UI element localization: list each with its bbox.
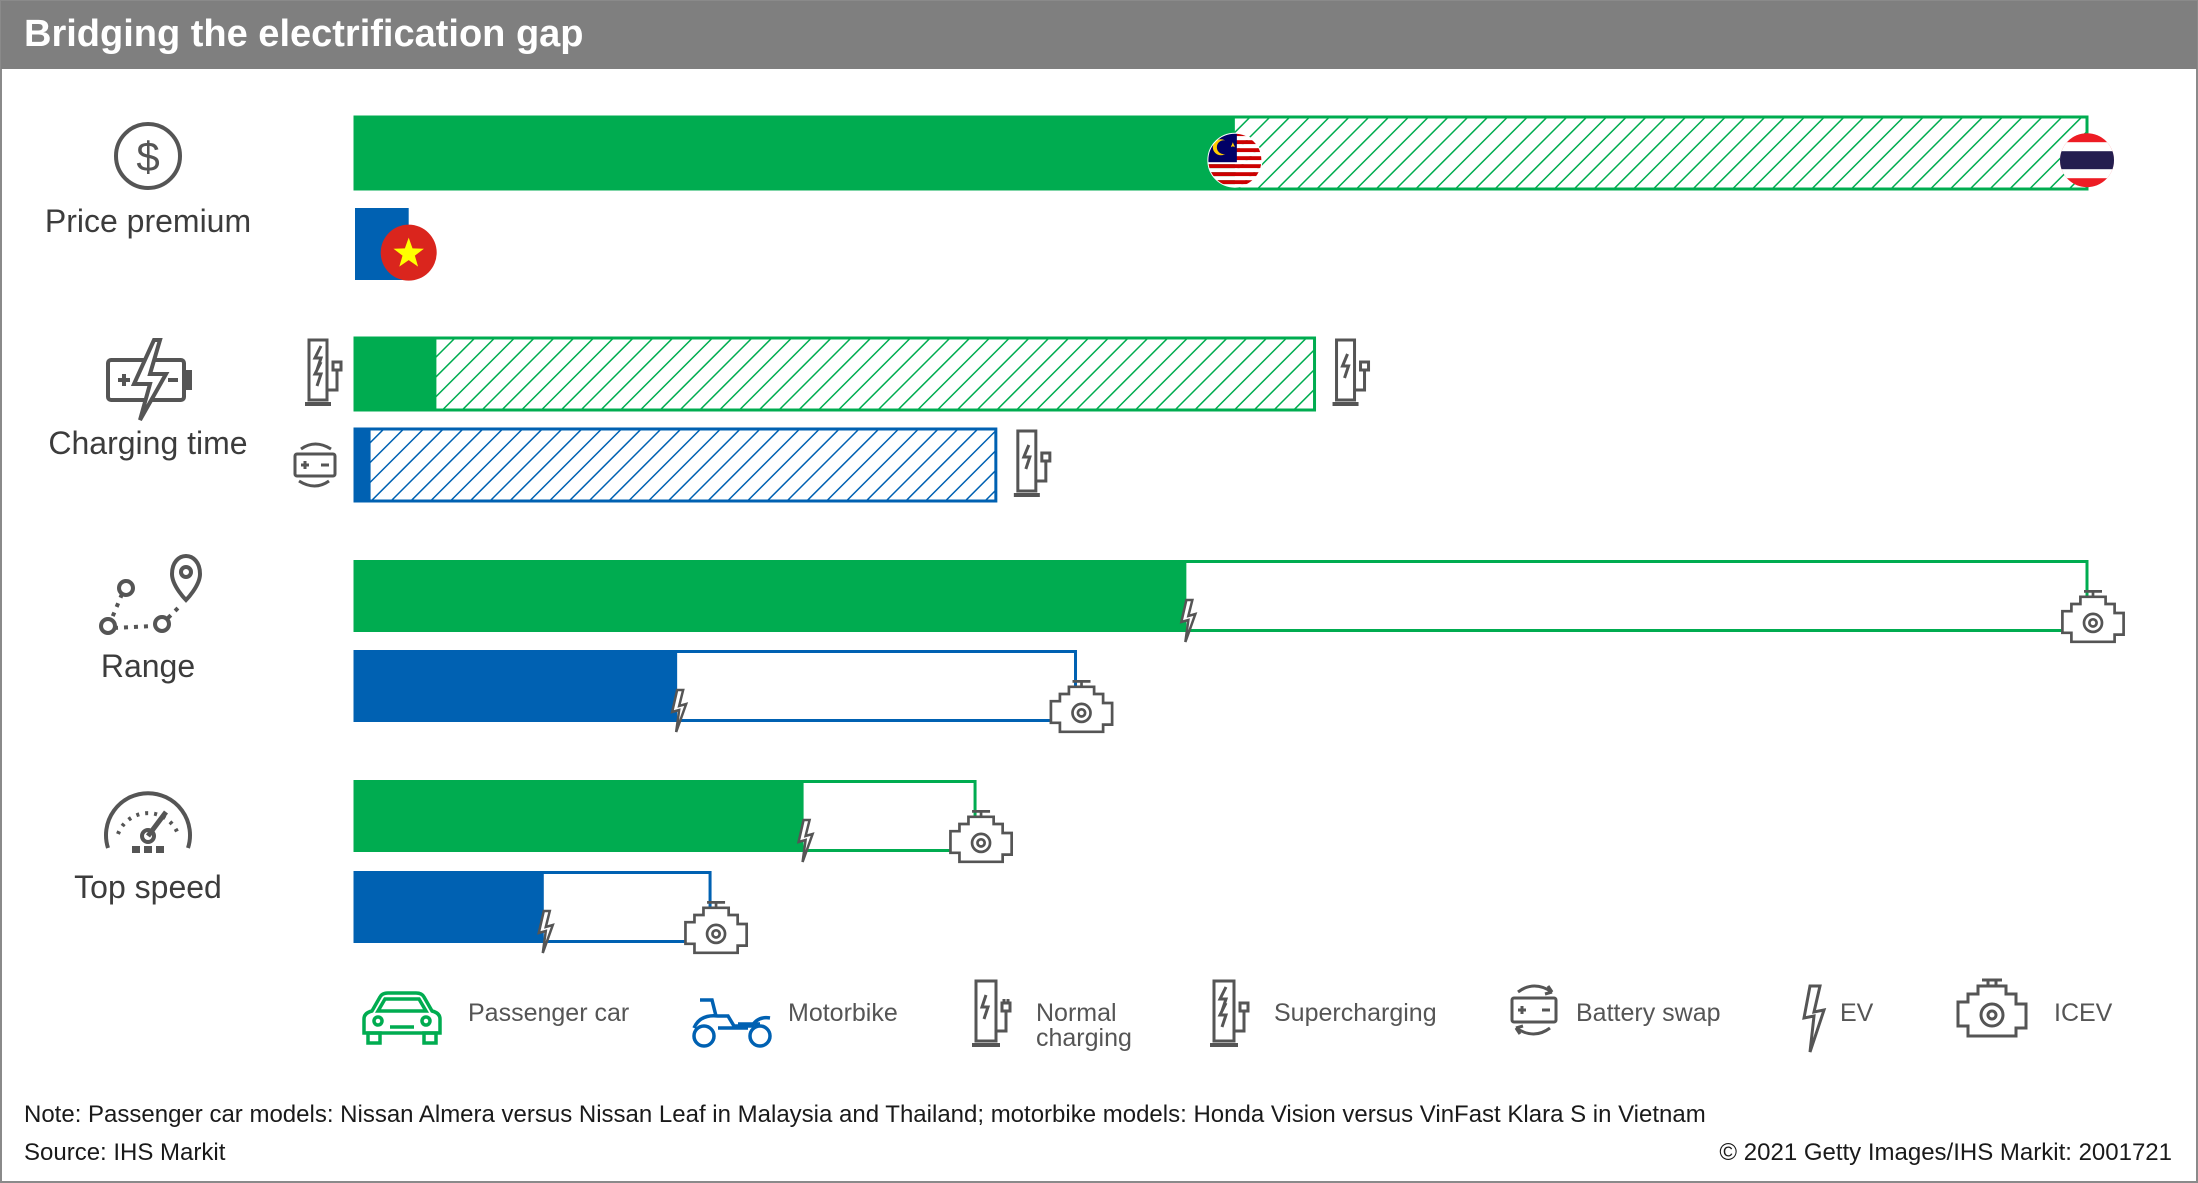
marker-top-speed-motorbike-lightning-icon	[537, 909, 555, 954]
engine-icon	[1956, 978, 2028, 1038]
bar-range-passenger-car-ev	[355, 560, 1187, 632]
row-label-range: Range	[101, 648, 195, 684]
legend-label-normal: Normal	[1036, 999, 1117, 1027]
bar-top-speed-passenger-car-ev	[355, 780, 804, 852]
bar-range-motorbike-ev	[355, 650, 678, 722]
normal-charger-icon	[972, 979, 1012, 1047]
legend-label-icev: ICEV	[2054, 999, 2113, 1027]
legend-label-motorbike: Motorbike	[788, 999, 898, 1027]
marker-range-motorbike-lightning-icon	[670, 688, 689, 733]
marker-charging-time-motorbike-normal-charger-icon	[1013, 429, 1052, 497]
marker-range-motorbike-engine-icon	[1049, 680, 1114, 734]
legend: Passenger car Motorbike Normal	[362, 978, 2113, 1053]
marker-charging-time-motorbike-battery-swap-icon	[293, 442, 337, 488]
legend-item-supercharging: Supercharging	[1210, 979, 1437, 1047]
legend-item-passenger-car: Passenger car	[362, 991, 629, 1045]
chart-title: Bridging the electrification gap	[24, 13, 584, 55]
dollar-icon: $	[114, 122, 182, 190]
vietnam-flag-icon	[380, 224, 437, 281]
legend-item-icev: ICEV	[1956, 978, 2113, 1038]
supercharger-icon	[1210, 979, 1250, 1047]
motorbike-icon	[692, 998, 772, 1048]
car-icon	[362, 991, 442, 1045]
bar-charging-time-motorbike-solid	[355, 429, 371, 501]
row-label-price: Price premium	[45, 203, 251, 239]
legend-label-charging: charging	[1036, 1024, 1132, 1052]
note-text: Note: Passenger car models: Nissan Almer…	[24, 1101, 1706, 1128]
legend-item-battery-swap: Battery swap	[1510, 984, 1721, 1036]
malaysia-flag-icon	[1207, 132, 1263, 188]
legend-label-passenger-car: Passenger car	[468, 999, 629, 1027]
legend-item-normal-charging: Normal charging	[972, 979, 1132, 1052]
marker-range-passenger-car-engine-icon	[2061, 590, 2125, 644]
header-bar	[1, 1, 2197, 69]
marker-range-passenger-car-lightning-icon	[1179, 598, 1198, 643]
battery-charge-icon	[106, 338, 192, 421]
legend-label-ev: EV	[1840, 999, 1874, 1027]
bar-charging-time-passenger-car-hatched	[353, 336, 1317, 412]
marker-charging-time-passenger-car-normal-charger-icon	[1332, 338, 1371, 406]
svg-text:$: $	[136, 133, 159, 180]
bar-top-speed-motorbike-ev	[355, 871, 544, 943]
route-pin-icon	[99, 554, 203, 635]
lightning-icon	[1802, 984, 1827, 1053]
copyright-text: © 2021 Getty Images/IHS Markit: 2001721	[1719, 1139, 2172, 1166]
bar-charging-time-motorbike-hatched	[353, 427, 998, 503]
marker-top-speed-passenger-car-engine-icon	[949, 810, 1014, 864]
legend-label-battery-swap: Battery swap	[1576, 999, 1721, 1027]
marker-charging-time-passenger-car-supercharger-icon	[305, 338, 343, 406]
marker-top-speed-motorbike-engine-icon	[684, 901, 749, 955]
marker-top-speed-passenger-car-lightning-icon	[796, 818, 815, 863]
row-label-charging: Charging time	[48, 425, 247, 461]
speedometer-icon	[104, 791, 192, 853]
battery-swap-icon	[1510, 984, 1558, 1036]
legend-item-ev: EV	[1802, 984, 1874, 1053]
thailand-flag-icon	[2060, 133, 2114, 188]
source-text: Source: IHS Markit	[24, 1139, 226, 1166]
bar-charging-time-passenger-car-solid	[355, 338, 437, 410]
legend-item-motorbike: Motorbike	[692, 998, 898, 1048]
bar-price-premium-passenger-car-solid	[355, 117, 1235, 189]
row-label-speed: Top speed	[74, 869, 222, 905]
legend-label-supercharging: Supercharging	[1274, 999, 1437, 1027]
markers-layer	[293, 132, 2125, 955]
